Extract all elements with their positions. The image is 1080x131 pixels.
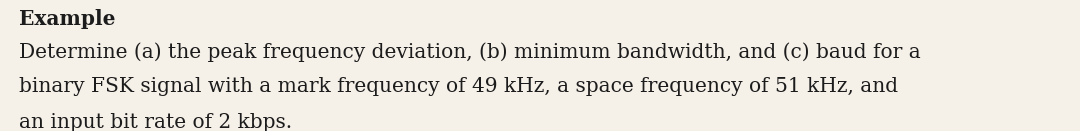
Text: Example: Example xyxy=(19,9,116,29)
Text: binary FSK signal with a mark frequency of 49 kHz, a space frequency of 51 kHz, : binary FSK signal with a mark frequency … xyxy=(19,77,899,96)
Text: an input bit rate of 2 kbps.: an input bit rate of 2 kbps. xyxy=(19,113,293,131)
Text: Determine (a) the peak frequency deviation, (b) minimum bandwidth, and (c) baud : Determine (a) the peak frequency deviati… xyxy=(19,42,921,62)
